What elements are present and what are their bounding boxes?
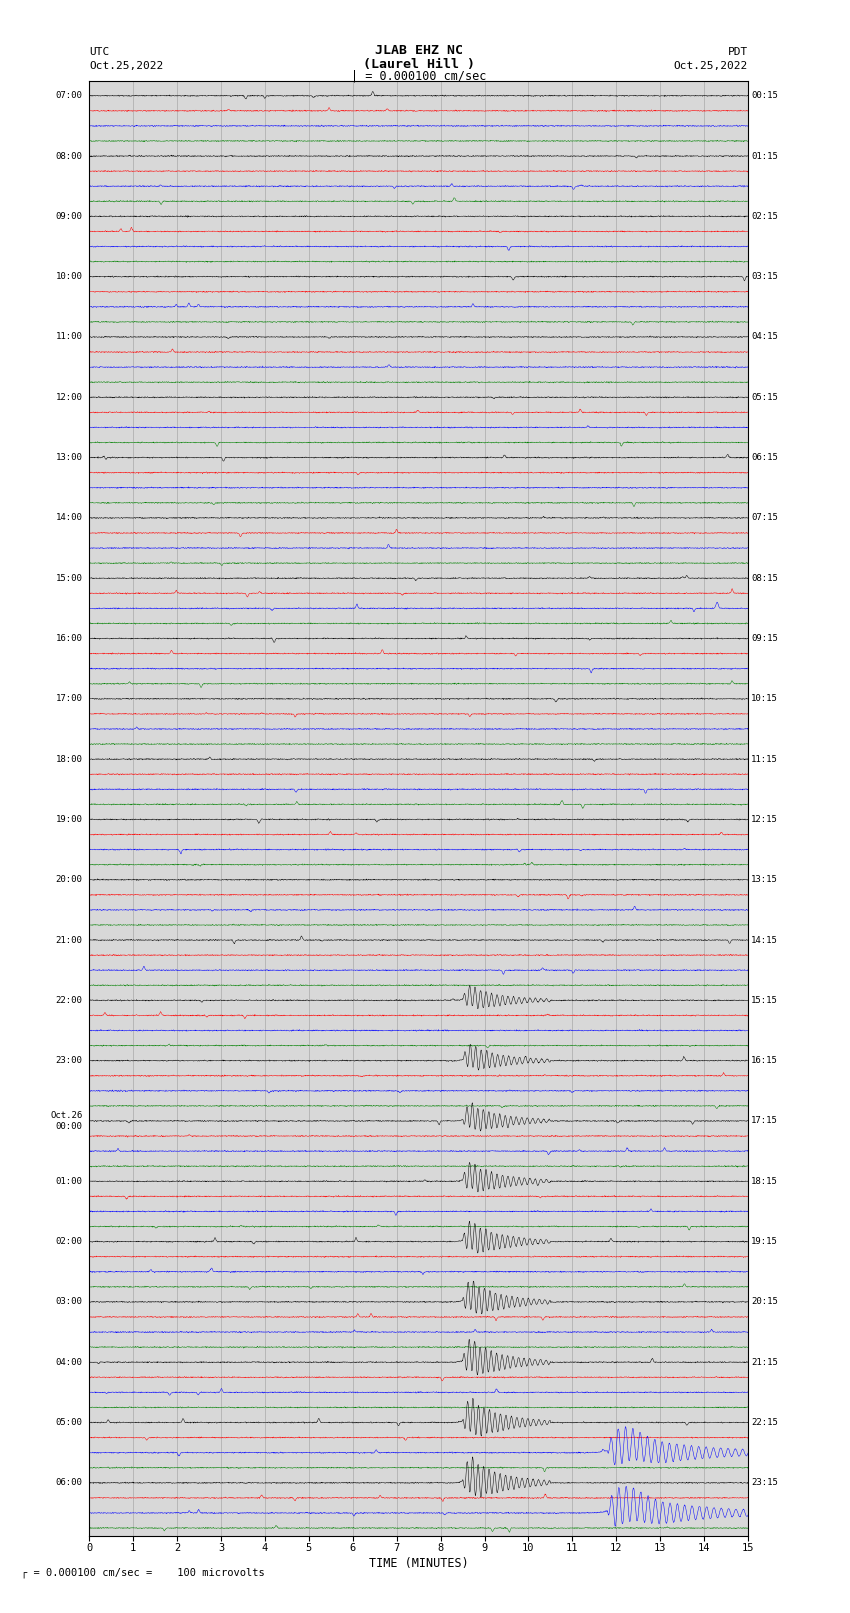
Text: (Laurel Hill ): (Laurel Hill )	[363, 58, 475, 71]
Text: 16:15: 16:15	[751, 1057, 778, 1065]
Text: 21:15: 21:15	[751, 1358, 778, 1366]
Text: 12:00: 12:00	[56, 394, 82, 402]
Text: 06:15: 06:15	[751, 453, 778, 461]
Text: 07:00: 07:00	[56, 92, 82, 100]
Text: 20:15: 20:15	[751, 1297, 778, 1307]
Text: Oct.25,2022: Oct.25,2022	[89, 61, 163, 71]
Text: 11:00: 11:00	[56, 332, 82, 342]
X-axis label: TIME (MINUTES): TIME (MINUTES)	[369, 1558, 468, 1571]
Text: 02:15: 02:15	[751, 211, 778, 221]
Text: 19:15: 19:15	[751, 1237, 778, 1247]
Text: ┌ = 0.000100 cm/sec =    100 microvolts: ┌ = 0.000100 cm/sec = 100 microvolts	[21, 1566, 265, 1578]
Text: 18:15: 18:15	[751, 1177, 778, 1186]
Text: 02:00: 02:00	[56, 1237, 82, 1247]
Text: 15:00: 15:00	[56, 574, 82, 582]
Text: 16:00: 16:00	[56, 634, 82, 644]
Text: 22:15: 22:15	[751, 1418, 778, 1428]
Text: 05:00: 05:00	[56, 1418, 82, 1428]
Text: UTC: UTC	[89, 47, 110, 58]
Text: 19:00: 19:00	[56, 815, 82, 824]
Text: 23:15: 23:15	[751, 1478, 778, 1487]
Text: 13:00: 13:00	[56, 453, 82, 461]
Text: 22:00: 22:00	[56, 995, 82, 1005]
Text: 17:15: 17:15	[751, 1116, 778, 1126]
Text: Oct.25,2022: Oct.25,2022	[674, 61, 748, 71]
Text: 20:00: 20:00	[56, 876, 82, 884]
Text: 00:15: 00:15	[751, 92, 778, 100]
Text: 04:00: 04:00	[56, 1358, 82, 1366]
Text: 05:15: 05:15	[751, 394, 778, 402]
Text: 17:00: 17:00	[56, 694, 82, 703]
Text: 11:15: 11:15	[751, 755, 778, 763]
Text: 15:15: 15:15	[751, 995, 778, 1005]
Text: PDT: PDT	[728, 47, 748, 58]
Text: 23:00: 23:00	[56, 1057, 82, 1065]
Text: 01:15: 01:15	[751, 152, 778, 161]
Text: 06:00: 06:00	[56, 1478, 82, 1487]
Text: 01:00: 01:00	[56, 1177, 82, 1186]
Text: | = 0.000100 cm/sec: | = 0.000100 cm/sec	[351, 69, 487, 82]
Text: 08:00: 08:00	[56, 152, 82, 161]
Text: 10:15: 10:15	[751, 694, 778, 703]
Text: 14:15: 14:15	[751, 936, 778, 945]
Text: 21:00: 21:00	[56, 936, 82, 945]
Text: 08:15: 08:15	[751, 574, 778, 582]
Text: 07:15: 07:15	[751, 513, 778, 523]
Text: 13:15: 13:15	[751, 876, 778, 884]
Text: JLAB EHZ NC: JLAB EHZ NC	[375, 44, 463, 58]
Text: 12:15: 12:15	[751, 815, 778, 824]
Text: Oct.26
00:00: Oct.26 00:00	[50, 1111, 82, 1131]
Text: 18:00: 18:00	[56, 755, 82, 763]
Text: 03:00: 03:00	[56, 1297, 82, 1307]
Text: 10:00: 10:00	[56, 273, 82, 281]
Text: 03:15: 03:15	[751, 273, 778, 281]
Text: 09:15: 09:15	[751, 634, 778, 644]
Text: 09:00: 09:00	[56, 211, 82, 221]
Text: 14:00: 14:00	[56, 513, 82, 523]
Text: 04:15: 04:15	[751, 332, 778, 342]
